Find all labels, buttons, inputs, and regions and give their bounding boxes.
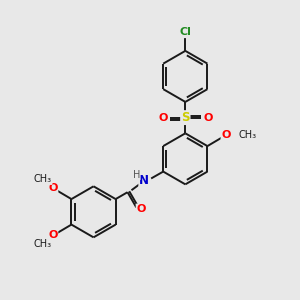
Text: Cl: Cl bbox=[179, 27, 191, 37]
Text: CH₃: CH₃ bbox=[239, 130, 257, 140]
Text: O: O bbox=[48, 230, 57, 240]
Text: S: S bbox=[181, 111, 190, 124]
Text: O: O bbox=[221, 130, 231, 140]
Text: O: O bbox=[203, 112, 213, 123]
Text: H: H bbox=[133, 169, 140, 179]
Text: O: O bbox=[158, 112, 167, 123]
Text: N: N bbox=[139, 174, 149, 187]
Text: CH₃: CH₃ bbox=[34, 174, 52, 184]
Text: O: O bbox=[48, 183, 57, 193]
Text: O: O bbox=[136, 205, 146, 214]
Text: CH₃: CH₃ bbox=[34, 239, 52, 249]
